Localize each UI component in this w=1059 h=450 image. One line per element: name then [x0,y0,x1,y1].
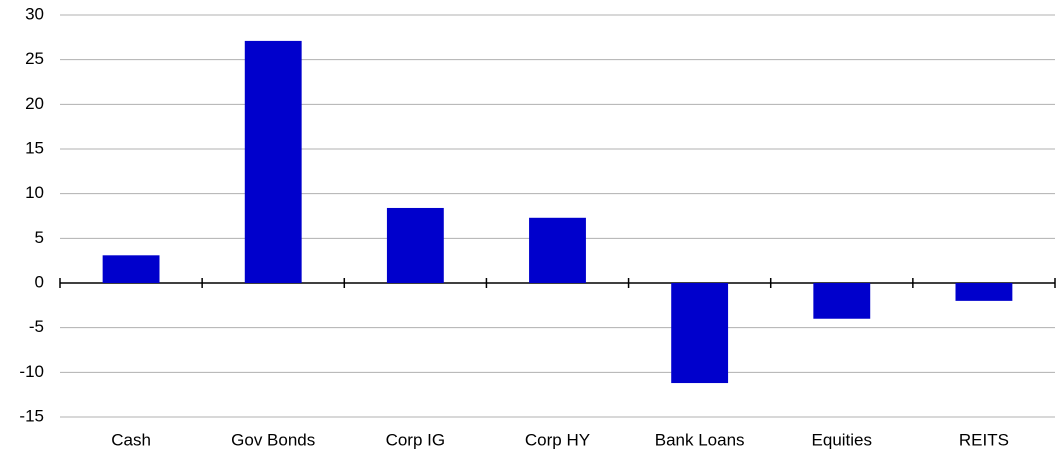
y-tick-label: 0 [35,272,44,291]
x-tick-label: Corp IG [386,430,446,449]
x-tick-label: REITS [959,430,1009,449]
bar [386,207,444,283]
x-tick-label: Corp HY [525,430,590,449]
y-tick-label: 15 [25,138,44,157]
x-tick-label: Gov Bonds [231,430,315,449]
x-tick-label: Cash [111,430,151,449]
x-tick-label: Equities [812,430,872,449]
bar [529,217,586,283]
bar [244,40,302,284]
y-tick-label: 5 [35,228,44,247]
bar [671,283,729,384]
y-tick-label: -10 [19,362,44,381]
x-tick-label: Bank Loans [655,430,745,449]
y-tick-label: -15 [19,406,44,425]
y-tick-label: 10 [25,183,44,202]
y-tick-label: 30 [25,4,44,23]
bar [955,283,1013,301]
y-tick-label: -5 [29,317,44,336]
y-tick-label: 20 [25,94,44,113]
y-tick-label: 25 [25,49,44,68]
bar [813,283,871,319]
bar [102,255,160,283]
